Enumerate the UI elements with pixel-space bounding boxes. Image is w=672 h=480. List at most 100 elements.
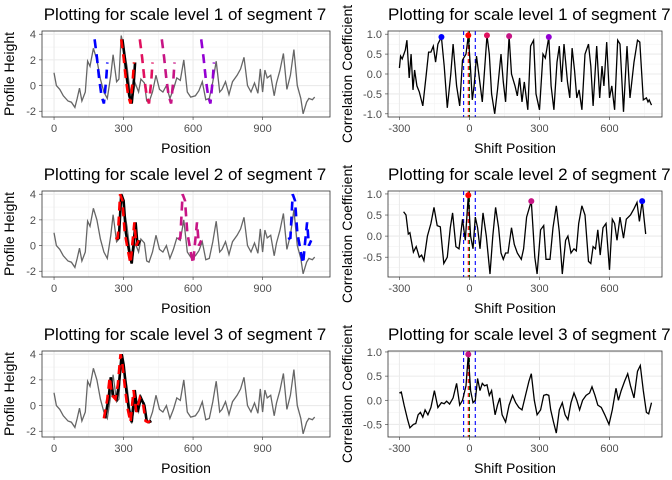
y-tick-label: 0.5 [367, 210, 382, 222]
plot-area [53, 35, 316, 114]
chart-title: Plotting for scale level 2 of segment 7 [44, 165, 327, 184]
x-tick-label: 300 [530, 443, 548, 455]
x-tick-label: 600 [600, 123, 618, 135]
x-tick-label: -300 [388, 123, 410, 135]
profile-line [53, 355, 316, 434]
y-axis-title: Profile Height [1, 192, 17, 276]
peak-point [639, 198, 646, 205]
plot-panel [42, 31, 330, 117]
x-tick-label: 300 [530, 123, 548, 135]
peak-point [528, 198, 535, 205]
y-tick-label: -2 [26, 106, 36, 118]
chart-title: Plotting for scale level 3 of segment 7 [44, 325, 327, 344]
shifted-segment-line [160, 39, 176, 104]
shifted-segment-line [119, 39, 136, 104]
y-tick-label: 4 [30, 29, 36, 41]
plot-area [398, 31, 653, 117]
y-tick-label: -0.5 [363, 89, 382, 101]
y-axis-title: Correlation Coefficient [339, 325, 355, 463]
x-tick-label: -300 [388, 443, 410, 455]
x-tick-label: 0 [51, 123, 57, 135]
peak-point [465, 32, 472, 39]
plot-area [399, 351, 653, 437]
plot-area [53, 193, 316, 274]
shifted-segment-line [177, 193, 203, 264]
peak-point [545, 33, 552, 40]
y-tick-label: 2 [30, 215, 36, 227]
shifted-segment-line [114, 193, 140, 264]
y-tick-label: -2 [26, 426, 36, 438]
plot-area [53, 353, 316, 434]
chart-title: Plotting for scale level 3 of segment 7 [388, 325, 671, 344]
y-tick-label: 0.0 [367, 69, 382, 81]
panel-5: Plotting for scale level 3 of segment 7 0… [1, 325, 331, 476]
y-tick-label: 0 [30, 241, 36, 253]
peak-point [465, 192, 472, 199]
y-tick-label: 1.0 [367, 29, 382, 41]
x-axis-title: Position [161, 460, 211, 476]
x-tick-label: 600 [184, 283, 202, 295]
plot-panel [42, 191, 330, 277]
x-tick-label: 900 [253, 443, 271, 455]
x-tick-label: 0 [466, 283, 472, 295]
y-tick-label: 4 [30, 349, 36, 361]
panel-border [387, 190, 663, 278]
shifted-segment-line [93, 39, 109, 104]
profile-line [53, 195, 316, 274]
x-axis-title: Position [161, 300, 211, 316]
panel-border [41, 350, 331, 438]
y-tick-label: 0.0 [367, 231, 382, 243]
peak-point [506, 33, 513, 40]
shifted-segment-line [102, 353, 151, 424]
shifted-segment-line [199, 39, 216, 104]
x-axis-title: Position [161, 140, 211, 156]
panel-2: Plotting for scale level 1 of segment 7 -… [339, 5, 671, 156]
chart-title: Plotting for scale level 1 of segment 7 [388, 5, 671, 24]
x-axis-title: Shift Position [474, 300, 556, 316]
x-tick-label: 600 [600, 443, 618, 455]
ccf-line [398, 34, 653, 114]
x-tick-label: 0 [466, 123, 472, 135]
x-tick-label: 900 [253, 123, 271, 135]
y-tick-label: 0.5 [367, 371, 382, 383]
y-axis-title: Profile Height [1, 352, 17, 436]
y-tick-label: 2 [30, 375, 36, 387]
x-tick-label: 600 [184, 443, 202, 455]
x-tick-label: 300 [114, 443, 132, 455]
y-tick-label: -1.0 [363, 109, 382, 121]
x-tick-label: 0 [51, 443, 57, 455]
y-tick-label: 0.5 [367, 49, 382, 61]
x-tick-label: 300 [114, 123, 132, 135]
y-axis-title: Correlation Coefficient [339, 165, 355, 303]
panel-border [41, 190, 331, 278]
peak-point [465, 351, 472, 358]
y-tick-label: -0.5 [363, 252, 382, 264]
ccf-line [403, 195, 647, 275]
panel-border [387, 350, 663, 438]
shifted-segment-line [287, 193, 313, 264]
panel-1: Plotting for scale level 1 of segment 7 0… [1, 5, 331, 156]
x-tick-label: 0 [466, 443, 472, 455]
panel-border [41, 30, 331, 118]
ccf-line [399, 354, 653, 434]
y-tick-label: 1.0 [367, 347, 382, 359]
panel-3: Plotting for scale level 2 of segment 7 0… [1, 165, 331, 316]
panel-6: Plotting for scale level 3 of segment 7 -… [339, 325, 671, 476]
plot-panel [42, 351, 330, 437]
chart-title: Plotting for scale level 2 of segment 7 [388, 165, 671, 184]
x-tick-label: 900 [253, 283, 271, 295]
y-tick-label: -0.5 [363, 419, 382, 431]
peak-point [483, 32, 490, 39]
x-axis-title: Shift Position [474, 140, 556, 156]
x-axis-title: Shift Position [474, 460, 556, 476]
peak-point [438, 33, 445, 40]
y-tick-label: 1.0 [367, 189, 382, 201]
y-tick-label: 4 [30, 189, 36, 201]
x-tick-label: 600 [600, 283, 618, 295]
shifted-segment-line [138, 39, 154, 104]
x-tick-label: 300 [530, 283, 548, 295]
panel-border [387, 30, 663, 118]
y-tick-label: 2 [30, 55, 36, 67]
y-axis-title: Profile Height [1, 32, 17, 116]
